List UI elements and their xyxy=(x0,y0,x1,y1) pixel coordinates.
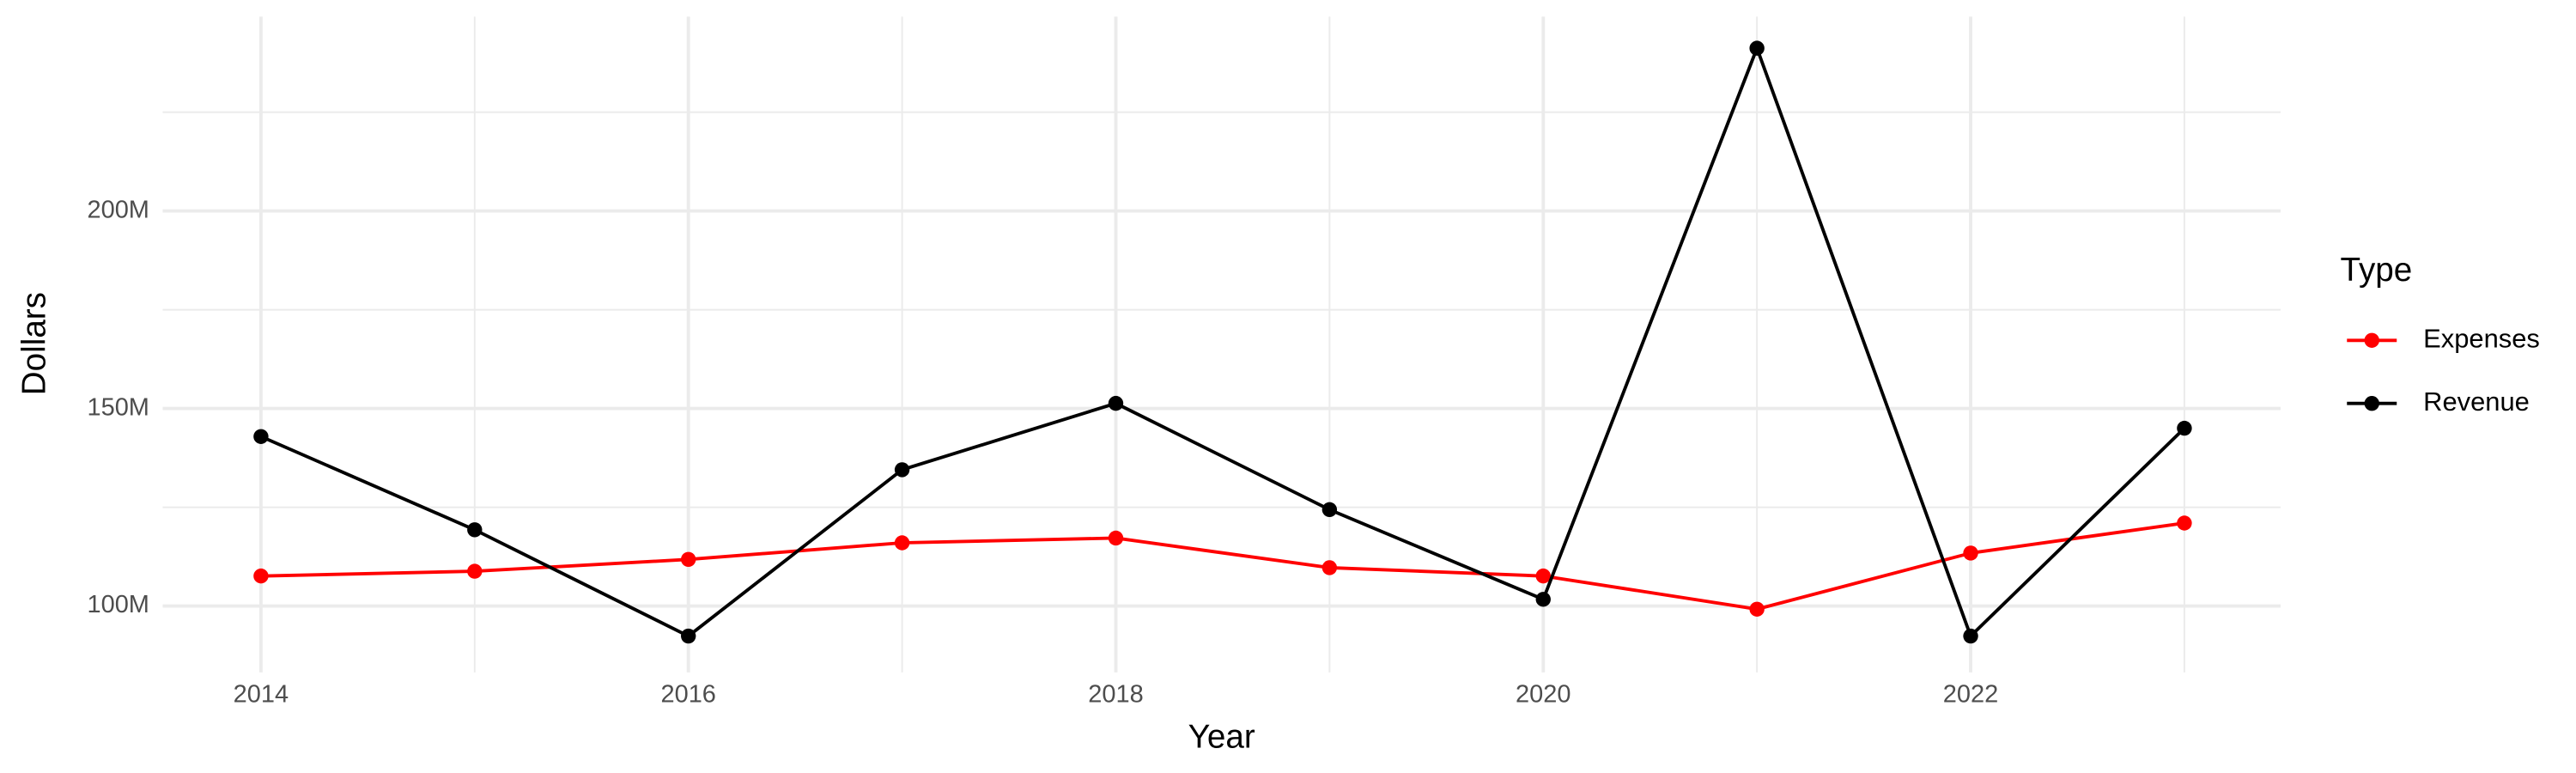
data-point xyxy=(681,551,696,568)
data-point xyxy=(1108,395,1124,411)
data-point xyxy=(894,535,910,551)
y-axis-title: Dollars xyxy=(16,292,53,395)
data-point xyxy=(253,568,269,584)
data-point xyxy=(1321,502,1338,518)
data-point xyxy=(2177,515,2192,531)
data-point xyxy=(1535,568,1551,584)
y-tick-label: 100M xyxy=(87,591,149,618)
x-axis-title: Year xyxy=(1188,718,1255,755)
data-point xyxy=(1963,545,1978,561)
data-point xyxy=(1535,592,1551,607)
y-tick-label: 150M xyxy=(87,393,149,421)
data-point xyxy=(2177,420,2192,436)
data-point xyxy=(894,462,910,478)
legend-title: Type xyxy=(2341,252,2413,289)
x-tick-label: 2014 xyxy=(234,681,289,709)
series-line xyxy=(260,43,2186,640)
x-tick-label: 2016 xyxy=(660,681,715,709)
data-point xyxy=(1749,40,1765,56)
data-point xyxy=(1108,530,1124,546)
data-point xyxy=(1963,628,1978,644)
legend-marker xyxy=(2364,332,2379,348)
x-tick-label: 2018 xyxy=(1088,681,1143,709)
x-tick-label: 2020 xyxy=(1516,681,1571,709)
data-point xyxy=(467,522,483,538)
data-point xyxy=(467,563,483,579)
data-point xyxy=(253,429,269,444)
data-point xyxy=(1749,601,1765,617)
y-tick-label: 200M xyxy=(87,196,149,223)
data-point xyxy=(681,628,696,644)
legend-label: Revenue xyxy=(2423,386,2530,417)
legend-marker xyxy=(2364,396,2379,411)
data-point xyxy=(1321,560,1338,575)
series-line xyxy=(260,521,2185,612)
x-tick-label: 2022 xyxy=(1943,681,1998,709)
legend-label: Expenses xyxy=(2423,323,2540,353)
